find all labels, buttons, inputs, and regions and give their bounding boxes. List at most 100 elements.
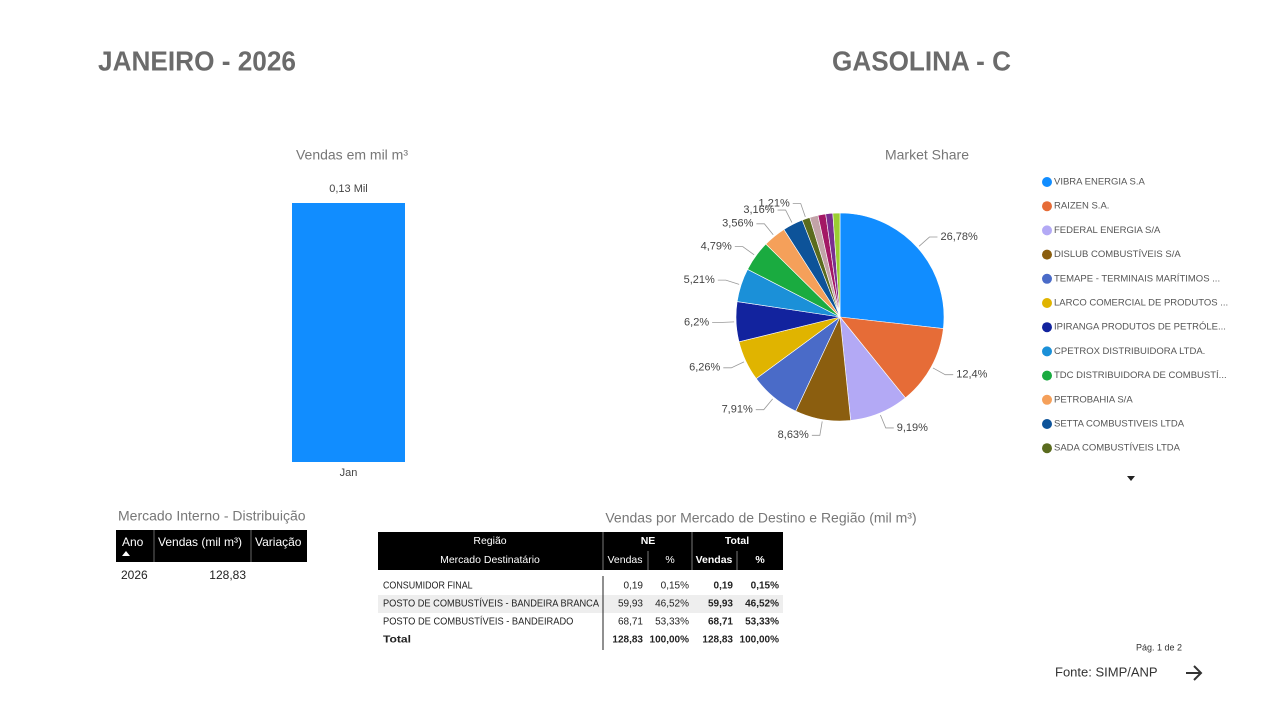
value-label: 3,16% [743,204,774,216]
leader-line [755,398,773,411]
legend-label: FEDERAL ENERGIA S/A [1054,225,1161,236]
legend-marker [1042,370,1052,381]
leader-line [918,236,938,247]
leader-line [734,246,755,256]
value-label: 7,91% [722,404,753,416]
leader-line [811,421,823,436]
value-label: 6,26% [689,362,720,374]
column-header: Variação [255,535,302,549]
column-header: Vendas [607,554,642,566]
table-cell: 0,15% [661,581,689,592]
column-header: % [755,554,765,566]
pie-slice [839,316,944,399]
legend-marker [1042,346,1052,357]
table-cell: 68,71 [618,617,643,628]
value-label: 3,56% [722,218,753,230]
table-cell: 0,19 [714,581,734,592]
leader-line [717,279,740,285]
sort-indicator [122,551,130,556]
value-label: 9,19% [897,422,928,434]
product-title: GASOLINA - C [832,45,1011,76]
legend-marker [1042,394,1052,405]
pie-slice [832,212,841,318]
legend-marker [1042,273,1052,284]
table-cell: 53,33% [745,617,779,628]
value-label: 6,2% [684,316,709,328]
leader-line [880,414,894,429]
group-header: Total [725,535,749,547]
legend-marker [1042,201,1052,212]
value-label: 0,13 Mil [329,183,368,195]
table-cell: 59,93 [618,599,643,610]
table-cell: 128,83 [702,635,733,646]
table-cell: 128,83 [612,635,643,646]
bar [292,203,405,462]
legend-marker [1042,419,1052,429]
legend-label: TEMAPE - TERMINAIS MARÍTIMOS ... [1054,273,1220,284]
legend-marker [1042,298,1052,308]
legend-marker [1042,322,1052,333]
leader-line [712,321,735,323]
next-page-arrow[interactable] [1186,665,1203,681]
chart-title: Market Share [885,147,969,163]
group-header: NE [641,535,656,547]
legend-marker [1042,443,1052,454]
legend-marker [1042,225,1052,236]
leader-line [932,367,954,376]
table-cell: 59,93 [708,599,733,610]
table-cell: 46,52% [655,599,689,610]
legend-label: SETTA COMBUSTIVEIS LTDA [1054,419,1185,430]
group-header: Região [473,535,506,547]
value-label: 4,79% [701,241,732,253]
table-cell: POSTO DE COMBUSTÍVEIS - BANDEIRADO [383,615,574,628]
column-header: Ano [122,535,144,549]
table-cell: 53,33% [655,617,689,628]
table-cell: 100,00% [650,635,690,646]
source: Fonte: SIMP/ANP [1055,664,1158,679]
page-indicator: Pág. 1 de 2 [1136,642,1182,652]
legend-label: IPIRANGA PRODUTOS DE PETRÓLE... [1054,322,1226,333]
x-tick-label: Jan [340,467,358,479]
leader-line [792,203,806,217]
column-header: Mercado Destinatário [440,554,540,566]
table-cell: POSTO DE COMBUSTÍVEIS - BANDEIRA BRANCA [383,597,599,610]
table-cell: 0,19 [624,581,644,592]
leader-line [756,223,774,235]
table-cell: Total [383,635,411,646]
chart-title: Vendas em mil m³ [296,147,408,163]
table-cell: 68,71 [708,617,733,628]
table-header [378,532,783,570]
legend-label: TDC DISTRIBUIDORA DE COMBUSTÍ... [1054,370,1227,381]
table-cell: 0,15% [751,581,779,592]
column-header: % [665,554,674,566]
value-label: 1,21% [759,198,790,210]
legend-scroll-arrow[interactable] [1127,476,1135,481]
table-cell: 128,83 [209,568,246,582]
table-cell: CONSUMIDOR FINAL [383,581,473,592]
legend-label: CPETROX DISTRIBUIDORA LTDA. [1054,346,1205,357]
table-title: Vendas por Mercado de Destino e Região (… [605,510,916,526]
row-highlight [378,595,783,613]
value-label: 8,63% [778,429,809,441]
table-cell: 2026 [121,568,148,582]
legend-label: SADA COMBUSTÍVEIS LTDA [1054,443,1181,454]
leader-line [777,209,793,223]
column-header: Vendas [696,554,733,566]
value-label: 5,21% [684,274,715,286]
legend-marker [1042,249,1052,260]
legend-label: PETROBAHIA S/A [1054,394,1133,405]
value-label: 26,78% [940,231,978,243]
value-label: 12,4% [956,369,987,381]
pie-slice [839,212,945,329]
table-title: Mercado Interno - Distribuição [118,508,306,524]
leader-line [723,361,745,369]
legend-marker [1042,177,1052,187]
period-title: JANEIRO - 2026 [98,45,296,76]
legend-label: VIBRA ENERGIA S.A [1054,177,1145,188]
table-header [116,530,307,562]
legend-label: LARCO COMERCIAL DE PRODUTOS ... [1054,298,1228,309]
legend-label: RAIZEN S.A. [1054,201,1109,212]
legend-label: DISLUB COMBUSTÍVEIS S/A [1054,249,1181,260]
